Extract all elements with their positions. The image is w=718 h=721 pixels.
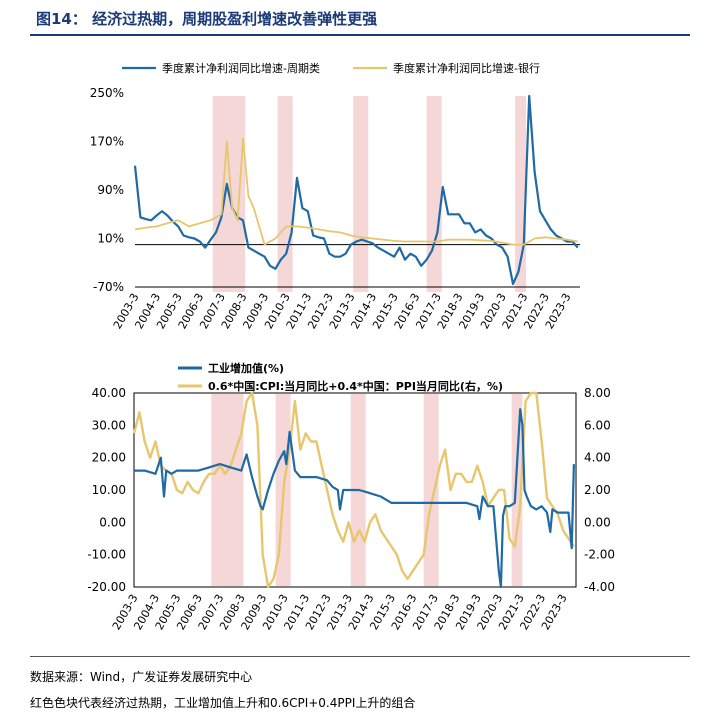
chart1-y-tick-label: 10%: [97, 232, 124, 246]
chart2-left-tick-label: -10.00: [87, 548, 126, 562]
chart2-left-tick-label: 10.00: [92, 483, 126, 497]
chart2-y-axis-right: 8.00 6.00 4.00 2.00 0.00 -2.00 -4.00: [584, 386, 615, 594]
chart1-y-tick-label: 250%: [90, 86, 124, 100]
chart1-shade-band: [353, 96, 369, 292]
chart1-legend-label: 季度累计净利润同比增速-银行: [393, 61, 540, 75]
chart2-shade-band: [511, 394, 523, 586]
chart1-y-tick-label: -70%: [93, 280, 124, 294]
chart2-right-tick-label: 8.00: [584, 386, 611, 400]
chart1-series-line: [134, 137, 578, 246]
chart2-right-tick-label: 2.00: [584, 483, 611, 497]
chart1-y-tick-label: 90%: [97, 183, 124, 197]
chart2-right-tick-label: 0.00: [584, 515, 611, 529]
chart1-series-line: [133, 94, 579, 286]
footer-source: 数据来源：Wind，广发证券发展研究中心: [30, 670, 253, 684]
chart2-left-tick-label: 40.00: [92, 386, 126, 400]
title-rule: [30, 34, 690, 36]
chart2-right-tick-label: 6.00: [584, 418, 611, 432]
chart2-series-line: [132, 391, 575, 589]
chart1-shade-band: [515, 96, 526, 292]
chart2-series-line: [134, 408, 575, 589]
chart2-shade-band: [211, 394, 244, 586]
footer-note: 红色色块代表经济过热期，工业增加值上升和0.6CPI+0.4PPI上升的组合: [30, 696, 416, 710]
chart-canvas: 250% 170% 90% 10% -70% 2003-32004-32005-3200…: [87, 61, 615, 632]
chart2-right-tick-label: 4.00: [584, 451, 611, 465]
chart1-x-axis: 2003-32004-32005-32006-32007-32008-32009…: [111, 291, 574, 331]
chart1-series: [133, 94, 579, 286]
chart2-series: [132, 391, 575, 589]
chart2-x-axis: 2003-32004-32005-32006-32007-32008-32009…: [110, 592, 570, 632]
chart2-left-tick-label: 30.00: [92, 418, 126, 432]
chart1-y-tick-label: 170%: [90, 135, 124, 149]
chart2-legend: 工业增加值(%) 0.6*中国:CPI:当月同比+0.4*中国：PPI当月同比(右…: [178, 361, 503, 393]
chart1-legend: 季度累计净利润同比增速-周期类 季度累计净利润同比增速-银行: [122, 61, 540, 75]
chart2-left-tick-label: 0.00: [99, 515, 126, 529]
chart2-y-axis-left: 40.00 30.00 20.00 10.00 0.00 -10.00 -20.00: [87, 386, 126, 594]
chart2-left-tick-label: 20.00: [92, 451, 126, 465]
chart1-shade-band: [426, 96, 442, 292]
chart1-legend-label: 季度累计净利润同比增速-周期类: [162, 61, 320, 75]
chart2-frame: [133, 392, 577, 588]
footer-rule: [30, 656, 690, 657]
chart1-y-axis: 250% 170% 90% 10% -70%: [90, 86, 124, 294]
chart2-right-tick-label: -2.00: [584, 548, 615, 562]
chart2-legend-label: 工业增加值(%): [208, 361, 284, 375]
chart2-shade-band: [423, 394, 439, 586]
chart2-legend-label: 0.6*中国:CPI:当月同比+0.4*中国：PPI当月同比(右，%): [208, 379, 503, 393]
chart1-shading: [212, 96, 526, 292]
figure-title: 图14： 经济过热期，周期股盈利增速改善弹性更强: [36, 10, 378, 28]
chart2-left-tick-label: -20.00: [87, 580, 126, 594]
chart2-right-tick-label: -4.00: [584, 580, 615, 594]
